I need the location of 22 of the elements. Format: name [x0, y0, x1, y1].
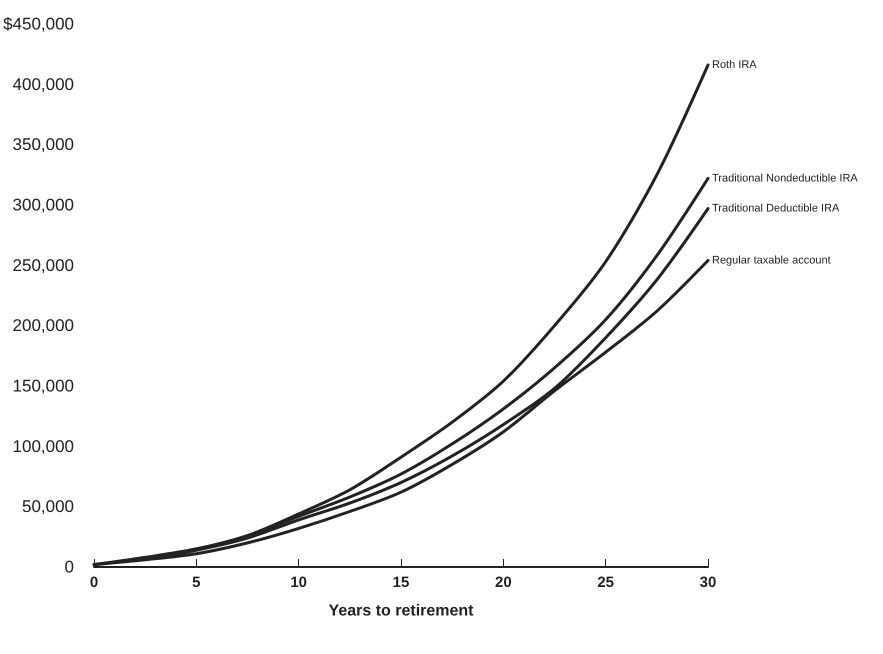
- x-tick-label: 5: [192, 574, 201, 591]
- y-tick-label: 400,000: [12, 74, 74, 94]
- y-tick-label: 150,000: [12, 376, 74, 396]
- x-axis-title: Years to retirement: [328, 602, 474, 620]
- y-tick-label: 50,000: [22, 497, 74, 516]
- series-label: Traditional Nondeductible IRA: [712, 172, 858, 184]
- series-label: Regular taxable account: [712, 254, 831, 267]
- x-tick-label: 10: [290, 574, 308, 591]
- y-tick-label: 100,000: [12, 436, 74, 456]
- series-label: Traditional Deductible IRA: [712, 202, 840, 215]
- series-label: Roth IRA: [712, 59, 758, 72]
- x-tick-label: 15: [392, 574, 410, 591]
- x-tick-label: 30: [700, 574, 716, 591]
- y-tick-label: $450,000: [3, 14, 74, 34]
- x-tick-label: 25: [597, 574, 614, 591]
- y-tick-label: 200,000: [12, 316, 74, 336]
- y-tick-label: 0: [64, 558, 74, 576]
- x-tick-label: 20: [494, 574, 512, 591]
- x-tick-label: 0: [90, 574, 98, 591]
- y-tick-label: 350,000: [12, 135, 74, 154]
- y-tick-label: 250,000: [12, 256, 74, 275]
- y-tick-label: 300,000: [12, 196, 74, 214]
